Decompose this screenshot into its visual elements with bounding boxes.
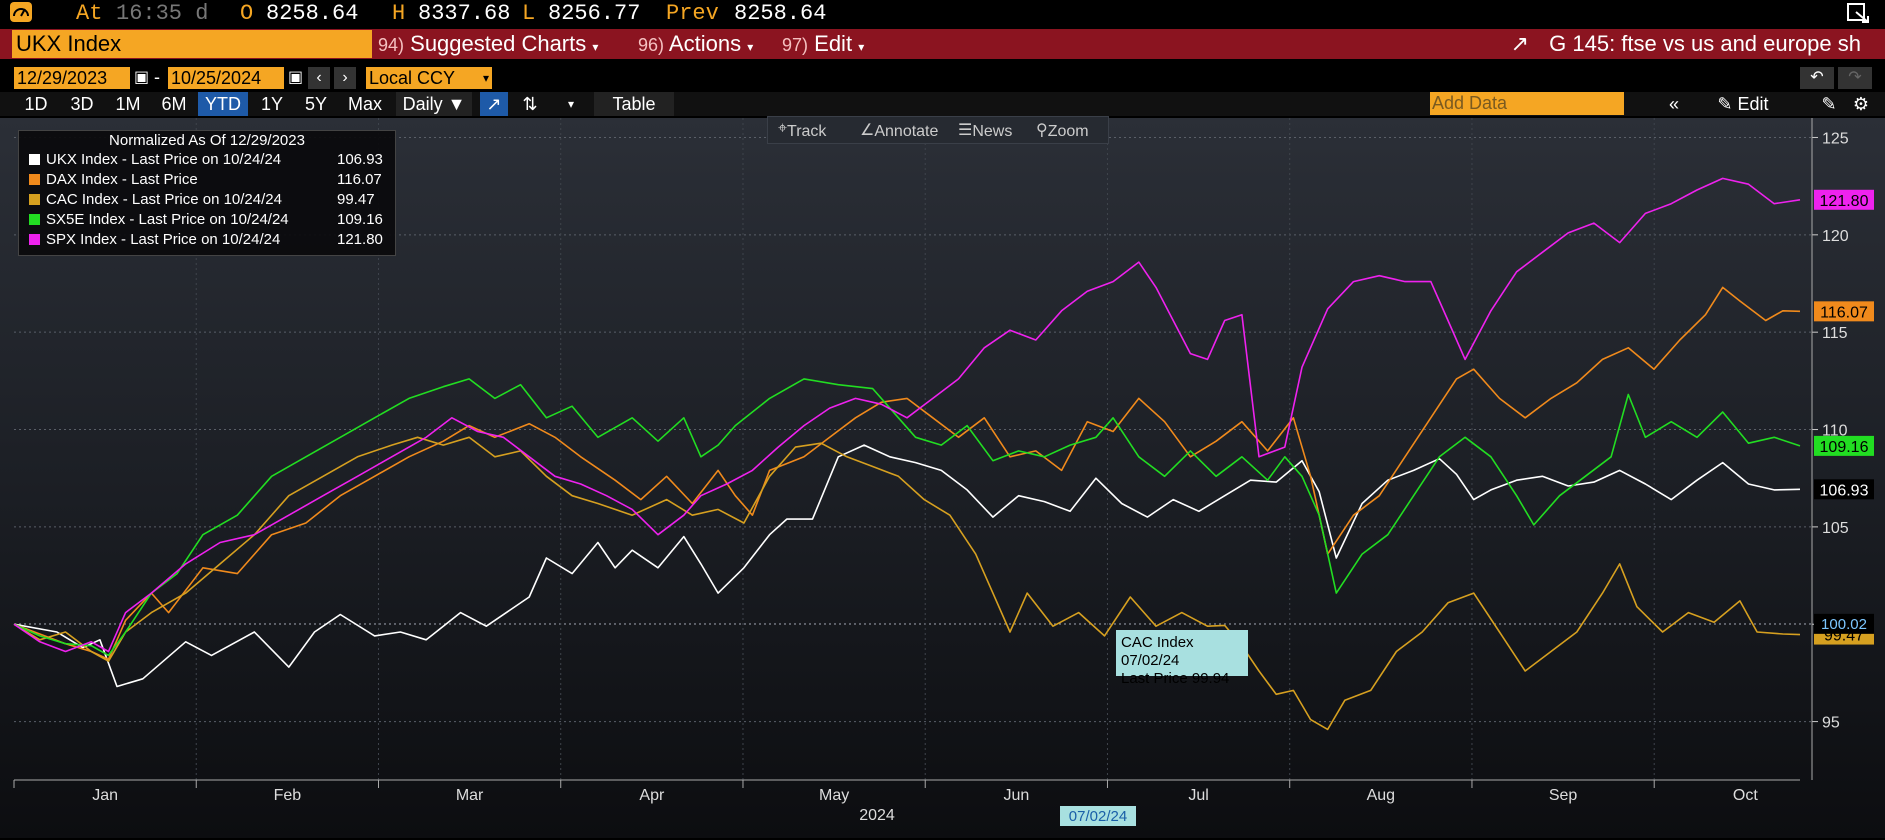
legend-swatch — [29, 194, 40, 205]
security-field[interactable]: UKX Index — [12, 30, 372, 58]
legend-swatch — [29, 154, 40, 165]
range-6m-button[interactable]: 6M — [161, 94, 187, 114]
open-label: O — [240, 1, 254, 26]
chart-settings-icon[interactable]: ✎ — [1821, 94, 1837, 114]
news-tool[interactable]: ☰ News — [958, 122, 1013, 140]
range-ytd-button[interactable]: YTD — [198, 92, 248, 116]
open-value: 8258.64 — [266, 1, 359, 26]
undo-icon[interactable]: ↶ — [1800, 67, 1834, 89]
popout-icon[interactable] — [1846, 1, 1872, 32]
legend-item-sx5e[interactable]: SX5E Index - Last Price on 10/24/24 — [29, 211, 289, 229]
chart-type-caret-icon[interactable]: ▾ — [567, 97, 575, 111]
legend-text: SPX Index - Last Price on 10/24/24 — [46, 231, 281, 248]
chart-tooltip: CAC Index 07/02/24 Last Price 99.94 — [1116, 630, 1248, 687]
legend-text: DAX Index - Last Price — [46, 171, 198, 188]
legend-value: 109.16 — [337, 211, 383, 228]
annotate-label: Annotate — [874, 123, 939, 140]
caret-down-icon: ▾ — [858, 40, 865, 54]
prev-label: Prev — [666, 1, 719, 26]
actions-menu[interactable]: 96) Actions ▾ — [638, 30, 753, 58]
suggested-charts-menu[interactable]: 94) Suggested Charts ▾ — [378, 30, 598, 58]
redo-icon[interactable]: ↷ — [1838, 67, 1872, 89]
graph-title-text: G 145: ftse vs us and europe sh — [1549, 31, 1861, 56]
legend-swatch — [29, 214, 40, 225]
news-label: News — [972, 123, 1013, 140]
legend-value: 99.47 — [337, 191, 375, 208]
legend-value: 121.80 — [337, 231, 383, 248]
range-5y-button[interactable]: 5Y — [304, 94, 328, 114]
menu-label: Actions — [668, 31, 742, 56]
range-max-button[interactable]: Max — [347, 94, 382, 114]
low-value: 8256.77 — [548, 1, 641, 26]
line-chart-icon[interactable]: ↗ — [480, 92, 508, 116]
currency-value: Local CCY — [369, 68, 456, 88]
range-1m-button[interactable]: 1M — [115, 94, 141, 114]
track-tool[interactable]: ⌖ Track — [778, 120, 827, 140]
legend-text: SX5E Index - Last Price on 10/24/24 — [46, 211, 289, 228]
start-date-field[interactable]: 12/29/2023 — [14, 67, 130, 89]
legend-value: 116.07 — [337, 171, 382, 188]
legend-swatch — [29, 174, 40, 185]
candle-icon[interactable]: ⇅ — [522, 94, 538, 114]
range-1y-button[interactable]: 1Y — [260, 94, 284, 114]
legend-title: Normalized As Of 12/29/2023 — [109, 132, 305, 149]
range-1d-button[interactable]: 1D — [24, 94, 48, 114]
legend-swatch — [29, 234, 40, 245]
at-label: At — [76, 1, 103, 26]
zoom-tool[interactable]: ⚲ Zoom — [1036, 122, 1089, 140]
high-value: 8337.68 — [418, 1, 511, 26]
quote-bar: At 16:35 d O 8258.64 H 8337.68 L 8256.77… — [0, 0, 1885, 28]
menu-number: 94) — [378, 35, 405, 55]
date-separator: - — [154, 67, 160, 87]
track-label: Track — [787, 123, 827, 140]
high-label: H — [392, 1, 406, 26]
legend-item-dax[interactable]: DAX Index - Last Price — [29, 171, 198, 189]
prev-period-button[interactable]: ‹ — [308, 67, 330, 89]
tooltip-line1: CAC Index 07/02/24 — [1121, 634, 1194, 669]
chart-legend[interactable]: Normalized As Of 12/29/2023 UKX Index - … — [18, 130, 396, 256]
gauge-icon[interactable] — [8, 0, 52, 31]
end-date-field[interactable]: 10/25/2024 — [168, 67, 284, 89]
table-button[interactable]: Table — [594, 92, 674, 116]
prev-value: 8258.64 — [734, 1, 827, 26]
menu-label: Suggested Charts — [410, 31, 587, 56]
menu-label: Edit — [814, 31, 853, 56]
menu-number: 96) — [638, 35, 665, 55]
edit-menu[interactable]: 97) Edit ▾ — [782, 30, 864, 58]
calendar-icon[interactable]: ▣ — [288, 67, 303, 89]
edit-chart-button[interactable]: ✎ Edit Chart — [1694, 92, 1792, 138]
calendar-icon[interactable]: ▣ — [134, 67, 149, 89]
collapse-icon[interactable]: « — [1668, 94, 1679, 114]
gear-icon[interactable]: ⚙ — [1852, 94, 1870, 114]
caret-down-icon: ▾ — [747, 40, 754, 54]
caret-down-icon: ▾ — [482, 71, 489, 85]
legend-item-ukx[interactable]: UKX Index - Last Price on 10/24/24 — [29, 151, 281, 169]
frequency-select[interactable]: Daily ▼ — [396, 92, 472, 116]
zoom-label: Zoom — [1047, 123, 1089, 140]
tooltip-line2: Last Price 99.94 — [1121, 670, 1230, 687]
chart-toolbar: ⌖ Track ∠ Annotate ☰ News ⚲ Zoom — [767, 116, 1109, 144]
pencil-icon: ✎ — [1717, 94, 1733, 114]
range-3d-button[interactable]: 3D — [70, 94, 94, 114]
legend-item-cac[interactable]: CAC Index - Last Price on 10/24/24 — [29, 191, 282, 209]
menu-number: 97) — [782, 35, 809, 55]
time-value: 16:35 d — [116, 1, 209, 26]
next-period-button[interactable]: › — [334, 67, 356, 89]
external-link-icon[interactable]: ↗ — [1510, 31, 1530, 56]
low-label: L — [522, 1, 536, 26]
legend-text: CAC Index - Last Price on 10/24/24 — [46, 191, 282, 208]
graph-title: ↗ G 145: ftse vs us and europe sh — [1511, 30, 1861, 58]
legend-item-spx[interactable]: SPX Index - Last Price on 10/24/24 — [29, 231, 280, 249]
add-data-input[interactable]: Add Data — [1430, 92, 1624, 115]
caret-down-icon: ▾ — [592, 40, 599, 54]
annotate-tool[interactable]: ∠ Annotate — [860, 122, 939, 140]
currency-select[interactable]: Local CCY ▾ — [366, 67, 492, 89]
legend-value: 106.93 — [337, 151, 383, 168]
legend-text: UKX Index - Last Price on 10/24/24 — [46, 151, 282, 168]
